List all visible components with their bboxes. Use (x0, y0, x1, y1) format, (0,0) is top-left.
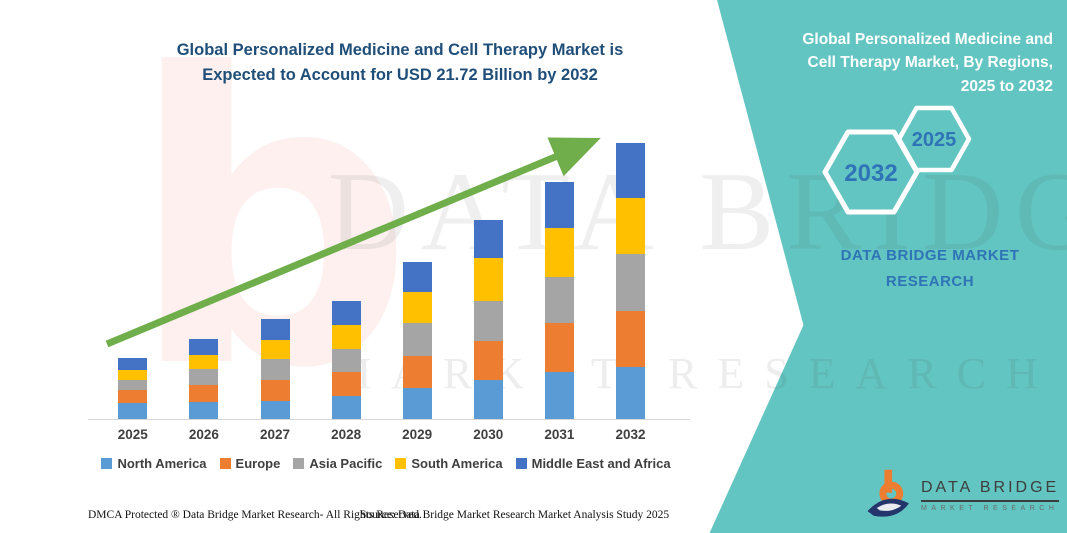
legend-swatch-asia-pacific (293, 458, 305, 469)
footer-source: Source: Data Bridge Market Research Mark… (360, 509, 670, 521)
bar-segment (616, 366, 645, 419)
bar-segment (260, 380, 290, 401)
logo-name: DATA BRIDGE (921, 479, 1060, 502)
year-hexagons: 2025 2032 (822, 105, 972, 215)
bar-segment (473, 301, 503, 341)
bar-segment (616, 143, 645, 198)
bar-2025 (118, 358, 148, 419)
bar-segment (118, 369, 148, 380)
chart-legend: North America Europe Asia Pacific South … (40, 456, 732, 471)
bar-2031 (544, 181, 574, 419)
bar-2030 (473, 220, 503, 419)
legend-item-middle-east-africa: Middle East and Africa (515, 456, 671, 471)
bar-segment (402, 261, 432, 292)
x-axis-label: 2028 (331, 427, 362, 442)
legend-label: Europe (235, 456, 281, 471)
bar-segment (189, 355, 219, 370)
bar-segment (118, 380, 148, 391)
chart-title-line1: Global Personalized Medicine and Cell Th… (176, 41, 624, 59)
bar-segment (544, 276, 574, 324)
x-axis-label: 2029 (402, 427, 433, 442)
logo-text: DATA BRIDGE MARKET RESEARCH (921, 479, 1060, 512)
chart-title-line2: Expected to Account for USD 21.72 Billio… (202, 65, 598, 84)
x-axis-label: 2030 (473, 427, 504, 442)
bar-2026 (189, 339, 219, 419)
bar-segment (402, 388, 432, 419)
bar-segment (118, 358, 148, 370)
bar-segment (473, 379, 503, 419)
chart-title: Global Personalized Medicine and Cell Th… (130, 38, 670, 88)
bar-segment (189, 369, 219, 386)
legend-item-asia-pacific: Asia Pacific (293, 456, 382, 471)
bar-segment (544, 371, 574, 419)
side-panel-title: Global Personalized Medicine and Cell Th… (733, 28, 1053, 98)
legend-swatch-north-america (101, 458, 113, 469)
bar-segment (189, 401, 219, 419)
x-axis-label: 2027 (259, 427, 291, 442)
bar-segment (260, 339, 290, 360)
bar-segment (473, 258, 503, 302)
hexagon-2032-label: 2032 (844, 160, 897, 187)
x-axis-label: 2031 (544, 427, 575, 442)
side-panel-title-line3: 2025 to 2032 (960, 77, 1053, 95)
bar-segment (189, 385, 219, 402)
bar-segment (189, 339, 219, 356)
hexagon-2025-label: 2025 (912, 129, 957, 151)
x-axis-label: 2025 (117, 427, 148, 442)
bar-segment (260, 400, 290, 419)
logo-subtitle: MARKET RESEARCH (921, 504, 1059, 512)
bar-2032 (616, 143, 645, 419)
bar-segment (331, 371, 361, 396)
legend-label: South America (411, 456, 503, 471)
legend-swatch-middle-east-africa (515, 458, 527, 469)
legend-label: North America (117, 456, 207, 471)
bar-segment (402, 291, 432, 324)
bar-segment (616, 311, 645, 367)
legend-label: Middle East and Africa (531, 456, 671, 471)
bar-segment (331, 325, 361, 350)
bar-segment (118, 390, 148, 403)
side-panel-title-line2: Cell Therapy Market, By Regions, (807, 54, 1054, 72)
bar-segment (544, 227, 574, 277)
bar-segment (616, 197, 645, 255)
legend-swatch-south-america (395, 458, 407, 469)
trend-arrow-icon (105, 137, 601, 348)
legend-swatch-europe (219, 458, 231, 469)
legend-label: Asia Pacific (309, 456, 383, 471)
bar-segment (544, 323, 574, 372)
brand-text: DATA BRIDGE MARKET RESEARCH (840, 247, 1020, 291)
x-axis-label: 2032 (615, 427, 646, 442)
bar-segment (331, 349, 361, 372)
bar-segment (331, 300, 361, 326)
bar-segment (402, 355, 432, 389)
legend-item-north-america: North America (101, 456, 207, 471)
bar-segment (260, 359, 290, 380)
footer-copyright: DMCA Protected ® Data Bridge Market Rese… (88, 509, 422, 521)
data-bridge-logo: DATA BRIDGE MARKET RESEARCH (866, 468, 1060, 522)
bar-segment (260, 318, 290, 340)
bar-segment (544, 181, 574, 228)
bar-segment (331, 395, 361, 419)
side-panel-title-line1: Global Personalized Medicine and (802, 31, 1053, 48)
bar-segment (118, 402, 148, 419)
bar-2029 (402, 261, 432, 419)
hexagon-2032-outline (822, 129, 920, 215)
bar-2027 (260, 318, 290, 419)
x-axis-line (88, 419, 690, 420)
legend-item-south-america: South America (395, 456, 503, 471)
bar-segment (616, 254, 645, 312)
data-bridge-logo-icon (867, 469, 909, 517)
bar-2028 (331, 300, 361, 419)
legend-item-europe: Europe (219, 456, 281, 471)
bar-segment (473, 220, 503, 259)
bar-segment (402, 323, 432, 356)
bar-segment (473, 340, 503, 380)
x-axis-label: 2026 (188, 427, 219, 442)
